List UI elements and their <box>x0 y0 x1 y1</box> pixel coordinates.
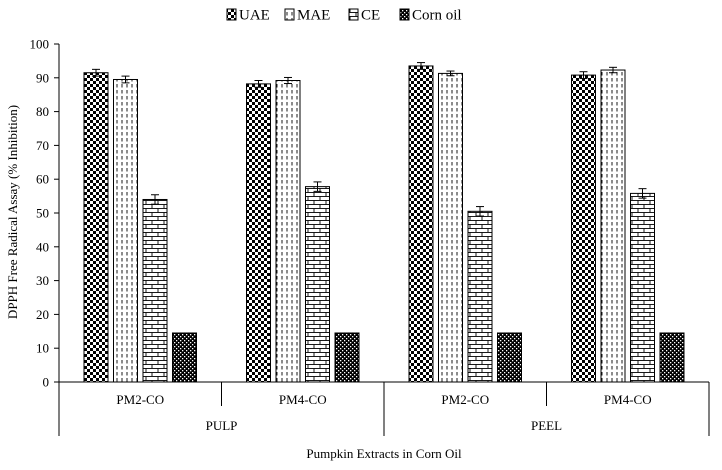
x-tick-label: PM2-CO <box>441 392 489 407</box>
bar <box>659 332 685 383</box>
legend-label: CE <box>361 8 380 24</box>
legend-swatch <box>399 8 410 21</box>
bar <box>142 198 168 383</box>
x-axis: PM2-CO PM4-CO PM2-CO PM4-CO PULP PEEL <box>58 381 710 436</box>
bar <box>467 210 493 383</box>
y-axis-title: DPPH Free Radical Assay (% Inhibition) <box>5 105 20 319</box>
bar <box>408 65 434 383</box>
y-tick-label: 90 <box>36 70 49 85</box>
y-tick-label: 70 <box>36 138 49 153</box>
x-tick-label: PM2-CO <box>116 392 164 407</box>
bar <box>83 72 109 383</box>
y-tick-label: 60 <box>36 172 49 187</box>
bar <box>571 74 596 383</box>
bar <box>275 80 301 383</box>
legend-swatch <box>284 8 295 21</box>
y-tick-label: 0 <box>43 375 50 390</box>
legend-label: Corn oil <box>412 8 462 24</box>
y-tick-label: 10 <box>36 341 49 356</box>
bar <box>172 332 197 383</box>
bar <box>334 332 360 383</box>
x-tick-label: PM4-CO <box>604 392 652 407</box>
bar <box>438 72 463 383</box>
y-tick-label: 80 <box>36 104 49 119</box>
bar <box>497 332 522 383</box>
bars <box>83 62 685 383</box>
legend: UAE MAE CE Corn oil <box>226 8 462 24</box>
legend-label: UAE <box>239 8 270 24</box>
y-tick-label: 20 <box>36 307 49 322</box>
x-group-label: PEEL <box>531 418 562 433</box>
legend-label: MAE <box>297 8 330 24</box>
x-tick-label: PM4-CO <box>279 392 327 407</box>
bar <box>246 83 271 383</box>
y-axis: 0 10 20 30 40 50 60 70 80 90 100 <box>30 37 60 390</box>
bar <box>600 69 626 383</box>
bar <box>113 78 138 383</box>
legend-swatch <box>348 8 359 21</box>
bar <box>305 186 330 383</box>
y-tick-label: 30 <box>36 273 49 288</box>
y-tick-label: 100 <box>30 37 50 52</box>
y-tick-label: 40 <box>36 239 49 254</box>
bar <box>630 192 655 383</box>
x-group-label: PULP <box>206 418 238 433</box>
legend-swatch <box>226 8 237 21</box>
y-tick-label: 50 <box>36 206 49 221</box>
x-axis-title: Pumpkin Extracts in Corn Oil <box>306 446 462 461</box>
